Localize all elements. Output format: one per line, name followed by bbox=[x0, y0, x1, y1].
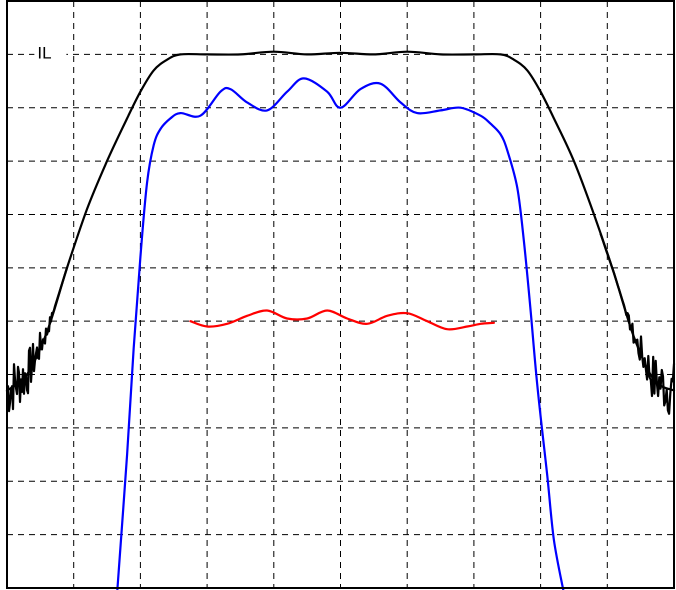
annotation-background bbox=[34, 39, 67, 62]
annotations: IL bbox=[34, 39, 67, 62]
series-line-3 bbox=[189, 309, 495, 331]
series-line-1-noise-left bbox=[5, 266, 69, 413]
series-line-2 bbox=[116, 77, 565, 590]
annotation-label-il: IL bbox=[37, 43, 51, 62]
series-line-1 bbox=[5, 50, 676, 392]
plot-frame bbox=[6, 0, 675, 589]
series-group bbox=[5, 50, 676, 590]
series-line-1-noise-right bbox=[599, 232, 676, 415]
grid bbox=[7, 1, 674, 588]
